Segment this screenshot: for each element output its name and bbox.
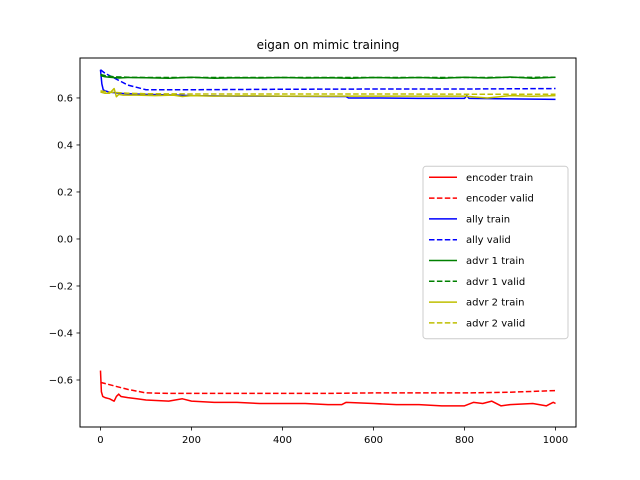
x-tick-label: 400 (273, 435, 292, 446)
legend-label-advr-1-valid: advr 1 valid (466, 277, 525, 288)
x-tick-label: 0 (97, 435, 103, 446)
y-tick-label: 0.6 (57, 93, 73, 104)
y-tick-label: 0.2 (57, 187, 73, 198)
legend: encoder train encoder valid ally train ally… (422, 165, 569, 340)
series-line-advr-1-valid (100, 73, 556, 79)
x-tick-label: 1000 (543, 435, 568, 446)
chart-title: eigan on mimic training (257, 38, 400, 52)
legend-label-ally-valid: ally valid (466, 235, 511, 246)
series-line-encoder-train (99, 370, 556, 407)
legend-label-encoder-valid: encoder valid (466, 194, 534, 205)
y-tick-label: −0.6 (49, 375, 73, 386)
x-tick-label: 800 (455, 435, 474, 446)
series-line-advr-2-train (100, 87, 556, 99)
y-tick-label: −0.2 (49, 281, 73, 292)
x-tick-label: 600 (364, 435, 383, 446)
legend-label-advr-1-train: advr 1 train (466, 256, 525, 267)
legend-label-advr-2-valid: advr 2 valid (466, 318, 525, 329)
legend-frame (422, 165, 569, 340)
series-line-encoder-valid (100, 381, 556, 395)
plot-frame (79, 57, 577, 428)
x-tick-label: 200 (182, 435, 201, 446)
series-line-advr-2-valid (100, 90, 556, 95)
legend-label-advr-2-train: advr 2 train (466, 298, 525, 309)
series-layer (99, 69, 556, 407)
axes-layer: 0 200 400 600 800 1000 −0.6 −0.4 −0.2 0.0 0.2 0.4 0.… (49, 93, 569, 446)
y-tick-label: 0.0 (57, 234, 73, 245)
legend-label-ally-train: ally train (466, 214, 510, 225)
y-tick-label: 0.4 (57, 140, 73, 151)
legend-label-encoder-train: encoder train (466, 173, 533, 184)
y-tick-label: −0.4 (49, 328, 73, 339)
